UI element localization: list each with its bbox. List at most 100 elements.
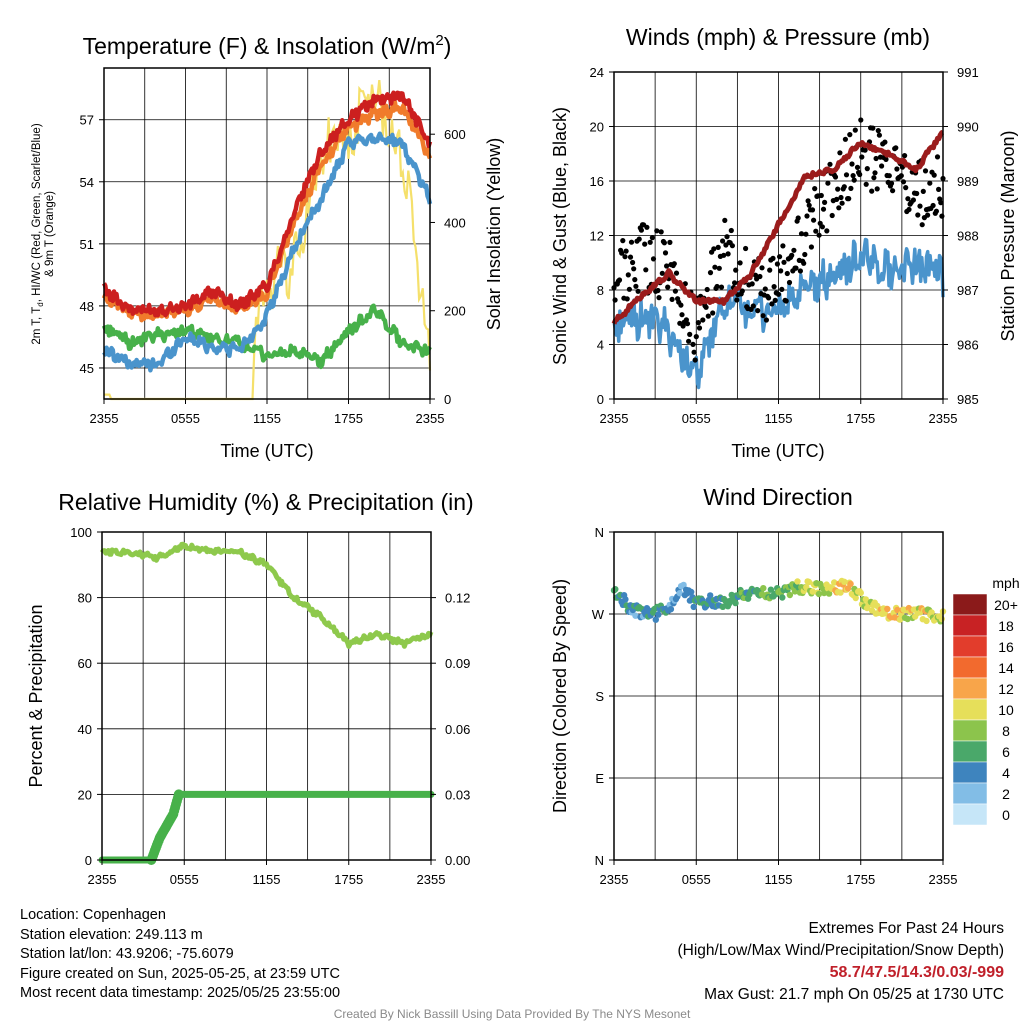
gust-point	[838, 194, 844, 201]
colorbar-title: mph	[992, 575, 1019, 591]
temperature-ylabel-line2: & 9m T (Orange)	[44, 191, 56, 277]
gust-point	[696, 325, 703, 331]
gust-point	[863, 181, 869, 187]
gust-point	[813, 228, 819, 234]
gust-point	[658, 229, 664, 235]
gust-point	[772, 297, 778, 303]
gust-point	[643, 267, 649, 273]
rh-ylabel: Percent & Precipitation	[26, 604, 46, 787]
gust-point	[851, 177, 857, 183]
gust-point	[886, 173, 892, 179]
dewpoint-line	[101, 303, 432, 370]
direction-point	[904, 615, 911, 623]
gust-point	[619, 250, 625, 256]
colorbar-swatch	[952, 740, 988, 763]
gust-point	[839, 200, 845, 206]
gust-point	[724, 234, 730, 240]
gust-point	[647, 239, 653, 245]
y2-tick-label: 200	[444, 304, 466, 319]
direction-point	[928, 609, 935, 616]
colorbar-label: 0	[1002, 807, 1010, 823]
gust-point	[654, 228, 660, 234]
rh-gridlines	[102, 531, 431, 861]
x-tick-label: 2355	[929, 872, 958, 887]
colorbar-swatch	[952, 593, 988, 616]
gust-point	[922, 168, 929, 174]
colorbar-swatch	[952, 761, 988, 784]
y2-tick-label: 0.12	[445, 591, 470, 606]
y2-tick-label: 0.03	[445, 787, 470, 802]
temperature-panel-title: Temperature (F) & Insolation (W/m2)	[83, 32, 452, 59]
station-pressure-line	[611, 129, 945, 325]
gust-point	[672, 288, 679, 294]
gust-point	[737, 260, 743, 266]
gust-point	[847, 132, 853, 138]
gust-point	[775, 291, 782, 297]
gust-point	[805, 198, 811, 204]
colorbar-label: 8	[1002, 723, 1010, 739]
gust-point	[802, 251, 808, 258]
direction-point	[728, 591, 735, 599]
gust-point	[806, 202, 812, 208]
gust-point	[857, 171, 863, 178]
gust-point	[900, 179, 907, 185]
gust-point	[883, 156, 889, 162]
gust-point	[930, 202, 936, 209]
y2-tick-label: 989	[957, 174, 979, 189]
gust-point	[829, 212, 835, 219]
direction-point	[707, 592, 714, 599]
gust-point	[803, 231, 809, 237]
gust-point	[808, 244, 815, 250]
gust-point	[893, 145, 899, 151]
gust-point	[811, 217, 817, 223]
gust-point	[846, 196, 852, 202]
y-tick-label: N	[595, 525, 604, 540]
gust-point	[825, 180, 831, 186]
gust-point	[678, 302, 684, 308]
gust-point	[781, 259, 787, 265]
x-tick-label: 0555	[170, 872, 199, 887]
gust-point	[927, 180, 933, 186]
extremes-values: 58.7/47.5/14.3/0.03/-999	[829, 964, 1004, 981]
direction-point	[884, 605, 891, 613]
gust-point	[812, 186, 818, 192]
gust-point	[624, 296, 630, 302]
gust-point	[888, 180, 895, 186]
y-tick-label: 100	[70, 525, 92, 540]
gust-point	[655, 287, 661, 294]
direction-point	[632, 612, 639, 619]
gust-point	[630, 259, 636, 266]
gust-point	[890, 188, 896, 194]
direction-point	[857, 589, 864, 597]
gust-point	[690, 341, 696, 347]
gust-point	[762, 286, 768, 292]
y2-tick-label: 985	[957, 392, 979, 407]
gust-point	[714, 283, 720, 290]
gust-point	[631, 266, 637, 272]
gust-point	[842, 136, 849, 142]
gust-point	[816, 232, 822, 238]
direction-point	[852, 594, 859, 602]
gust-point	[873, 155, 879, 162]
y-tick-label: 20	[590, 120, 604, 135]
gust-point	[684, 321, 691, 327]
gust-point	[656, 295, 662, 301]
gust-point	[767, 267, 773, 273]
direction-point	[732, 599, 739, 607]
x-tick-label: 2355	[417, 872, 446, 887]
gust-point	[691, 349, 697, 355]
gust-point	[850, 173, 856, 179]
y2-tick-label: 988	[957, 229, 979, 244]
y2-tick-label: 400	[444, 215, 466, 230]
gust-point	[683, 317, 690, 323]
gust-point	[705, 313, 711, 319]
x-tick-label: 1755	[334, 872, 363, 887]
x-tick-label: 2355	[416, 411, 445, 426]
gust-point	[644, 224, 650, 230]
gust-point	[721, 252, 727, 258]
x-tick-label: 2355	[929, 411, 958, 426]
gust-point	[669, 296, 675, 302]
gust-point	[894, 166, 900, 172]
speed-colorbar: 20+ 18 16 14 12 10 8 6 4 2 0	[952, 593, 1018, 826]
direction-point	[938, 615, 945, 623]
